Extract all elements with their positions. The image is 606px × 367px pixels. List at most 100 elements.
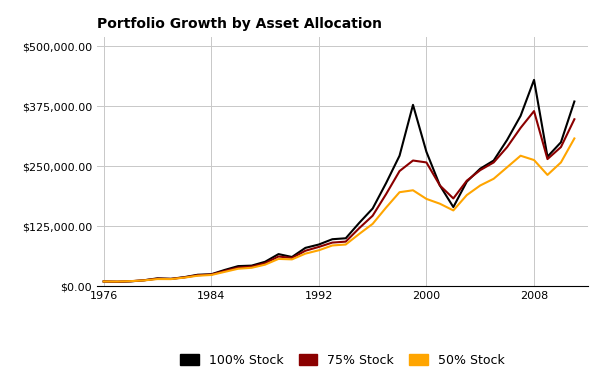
100% Stock <box>154 276 161 280</box>
50% Stock <box>356 232 363 236</box>
50% Stock <box>181 275 188 280</box>
75% Stock <box>100 279 107 284</box>
75% Stock <box>181 275 188 280</box>
100% Stock <box>369 206 376 211</box>
75% Stock <box>571 117 578 121</box>
75% Stock <box>127 279 134 283</box>
100% Stock <box>261 259 268 264</box>
50% Stock <box>275 257 282 261</box>
75% Stock <box>275 254 282 259</box>
75% Stock <box>154 276 161 281</box>
100% Stock <box>517 114 524 118</box>
50% Stock <box>288 257 296 262</box>
75% Stock <box>463 178 470 183</box>
50% Stock <box>221 270 228 274</box>
75% Stock <box>504 145 511 149</box>
75% Stock <box>167 277 175 281</box>
Legend: 100% Stock, 75% Stock, 50% Stock: 100% Stock, 75% Stock, 50% Stock <box>174 348 511 367</box>
75% Stock <box>436 183 444 188</box>
50% Stock <box>154 277 161 281</box>
100% Stock <box>463 179 470 184</box>
100% Stock <box>450 205 457 209</box>
75% Stock <box>261 261 268 265</box>
50% Stock <box>302 251 309 256</box>
50% Stock <box>558 160 565 165</box>
75% Stock <box>141 278 148 283</box>
75% Stock <box>194 273 201 277</box>
50% Stock <box>436 201 444 206</box>
100% Stock <box>288 255 296 259</box>
50% Stock <box>382 206 390 210</box>
100% Stock <box>127 279 134 284</box>
75% Stock <box>369 214 376 218</box>
75% Stock <box>382 192 390 196</box>
50% Stock <box>423 197 430 201</box>
75% Stock <box>328 240 336 245</box>
50% Stock <box>369 222 376 226</box>
50% Stock <box>315 248 322 252</box>
50% Stock <box>127 279 134 283</box>
50% Stock <box>208 273 215 277</box>
100% Stock <box>504 138 511 142</box>
100% Stock <box>571 99 578 104</box>
50% Stock <box>396 190 403 195</box>
100% Stock <box>530 78 538 82</box>
100% Stock <box>221 268 228 272</box>
100% Stock <box>208 272 215 276</box>
75% Stock <box>490 160 498 165</box>
75% Stock <box>248 264 255 269</box>
Text: Portfolio Growth by Asset Allocation: Portfolio Growth by Asset Allocation <box>97 17 382 31</box>
50% Stock <box>261 262 268 267</box>
75% Stock <box>302 248 309 253</box>
75% Stock <box>517 126 524 130</box>
75% Stock <box>221 269 228 273</box>
100% Stock <box>356 221 363 225</box>
100% Stock <box>100 279 107 284</box>
50% Stock <box>504 165 511 170</box>
50% Stock <box>167 277 175 281</box>
100% Stock <box>248 264 255 268</box>
100% Stock <box>544 155 551 159</box>
100% Stock <box>328 237 336 241</box>
100% Stock <box>181 275 188 279</box>
50% Stock <box>530 158 538 162</box>
75% Stock <box>288 256 296 260</box>
75% Stock <box>208 272 215 277</box>
100% Stock <box>382 181 390 185</box>
100% Stock <box>396 153 403 158</box>
75% Stock <box>342 239 350 244</box>
75% Stock <box>315 245 322 249</box>
100% Stock <box>167 277 175 281</box>
75% Stock <box>356 226 363 230</box>
100% Stock <box>235 264 242 268</box>
75% Stock <box>423 160 430 165</box>
50% Stock <box>476 183 484 188</box>
50% Stock <box>100 279 107 284</box>
100% Stock <box>194 273 201 277</box>
50% Stock <box>328 243 336 248</box>
50% Stock <box>463 193 470 197</box>
50% Stock <box>571 136 578 141</box>
Line: 100% Stock: 100% Stock <box>104 80 574 282</box>
100% Stock <box>113 280 121 284</box>
75% Stock <box>113 279 121 284</box>
100% Stock <box>436 183 444 188</box>
100% Stock <box>275 252 282 256</box>
50% Stock <box>235 266 242 271</box>
100% Stock <box>302 246 309 250</box>
100% Stock <box>315 242 322 247</box>
50% Stock <box>248 266 255 270</box>
100% Stock <box>558 140 565 145</box>
75% Stock <box>410 158 417 163</box>
50% Stock <box>141 278 148 283</box>
50% Stock <box>517 153 524 158</box>
75% Stock <box>235 265 242 270</box>
50% Stock <box>194 273 201 278</box>
50% Stock <box>490 177 498 181</box>
100% Stock <box>423 150 430 154</box>
75% Stock <box>450 196 457 201</box>
50% Stock <box>544 173 551 177</box>
75% Stock <box>544 157 551 161</box>
100% Stock <box>476 167 484 171</box>
75% Stock <box>476 168 484 172</box>
